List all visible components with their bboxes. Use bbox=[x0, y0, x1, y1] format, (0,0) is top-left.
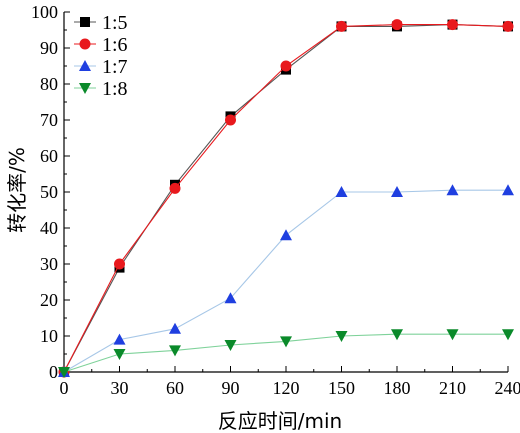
data-point bbox=[169, 182, 181, 194]
legend-marker bbox=[80, 17, 90, 27]
series-line bbox=[63, 24, 509, 373]
data-point bbox=[502, 20, 514, 32]
y-tick-label: 80 bbox=[40, 74, 58, 94]
data-point bbox=[114, 258, 125, 270]
y-tick-label: 10 bbox=[40, 326, 58, 346]
data-point bbox=[58, 367, 70, 378]
data-point bbox=[446, 329, 459, 341]
y-tick-label: 70 bbox=[40, 110, 58, 130]
data-point bbox=[502, 329, 514, 341]
data-point bbox=[113, 333, 126, 345]
data-point bbox=[502, 184, 514, 196]
data-point bbox=[391, 329, 403, 341]
legend-entry: 1:7 bbox=[74, 56, 128, 78]
series-layer bbox=[58, 19, 514, 378]
x-tick-label: 180 bbox=[384, 378, 411, 398]
data-point bbox=[280, 229, 292, 241]
legend-label: 1:8 bbox=[102, 78, 128, 100]
y-tick-label: 90 bbox=[40, 38, 58, 58]
data-point bbox=[113, 349, 126, 360]
legend-entry: 1:6 bbox=[74, 34, 128, 56]
series-2 bbox=[58, 184, 514, 377]
data-point bbox=[225, 114, 236, 126]
y-tick-label: 0 bbox=[49, 362, 58, 382]
data-point bbox=[391, 186, 403, 197]
data-point bbox=[169, 345, 181, 357]
y-tick-label: 40 bbox=[40, 218, 58, 238]
legend-entry: 1:8 bbox=[74, 78, 128, 100]
x-tick-label: 60 bbox=[166, 378, 184, 398]
y-axis-title: 转化率/% bbox=[5, 147, 29, 233]
legend-label: 1:6 bbox=[102, 34, 128, 56]
y-tick-label: 100 bbox=[31, 2, 58, 22]
data-point bbox=[447, 19, 458, 31]
legend-label: 1:5 bbox=[102, 12, 128, 34]
data-point bbox=[335, 331, 348, 342]
data-point bbox=[224, 340, 237, 351]
axes: 0 30 60 90 120 150 180 210 240 0 10 20 30 40 50 60 70 80 9… bbox=[31, 2, 520, 398]
legend-label: 1:7 bbox=[102, 56, 128, 78]
data-point bbox=[224, 292, 237, 304]
x-tick-label: 150 bbox=[328, 378, 355, 398]
series-3 bbox=[58, 329, 514, 378]
legend-marker bbox=[79, 38, 91, 50]
legend: 1:51:61:71:8 bbox=[74, 12, 128, 100]
x-tick-label: 120 bbox=[273, 378, 300, 398]
data-point bbox=[336, 20, 347, 32]
data-point bbox=[280, 60, 292, 72]
x-axis-title: 反应时间/min bbox=[218, 409, 342, 433]
x-tick-label: 0 bbox=[60, 378, 69, 398]
y-tick-label: 30 bbox=[40, 254, 58, 274]
x-tick-label: 30 bbox=[111, 378, 129, 398]
legend-marker bbox=[79, 60, 91, 71]
data-point bbox=[391, 19, 403, 31]
data-point bbox=[446, 184, 459, 196]
legend-entry: 1:5 bbox=[74, 12, 128, 34]
x-tick-label: 210 bbox=[439, 378, 466, 398]
data-point bbox=[335, 186, 348, 197]
x-tick-label: 90 bbox=[222, 378, 240, 398]
legend-marker bbox=[79, 83, 91, 94]
data-point bbox=[280, 336, 292, 348]
x-tick-label: 240 bbox=[495, 378, 520, 398]
series-line bbox=[63, 24, 509, 373]
data-point bbox=[169, 322, 181, 334]
y-tick-label: 20 bbox=[40, 290, 58, 310]
y-tick-label: 50 bbox=[40, 182, 58, 202]
y-tick-label: 60 bbox=[40, 146, 58, 166]
